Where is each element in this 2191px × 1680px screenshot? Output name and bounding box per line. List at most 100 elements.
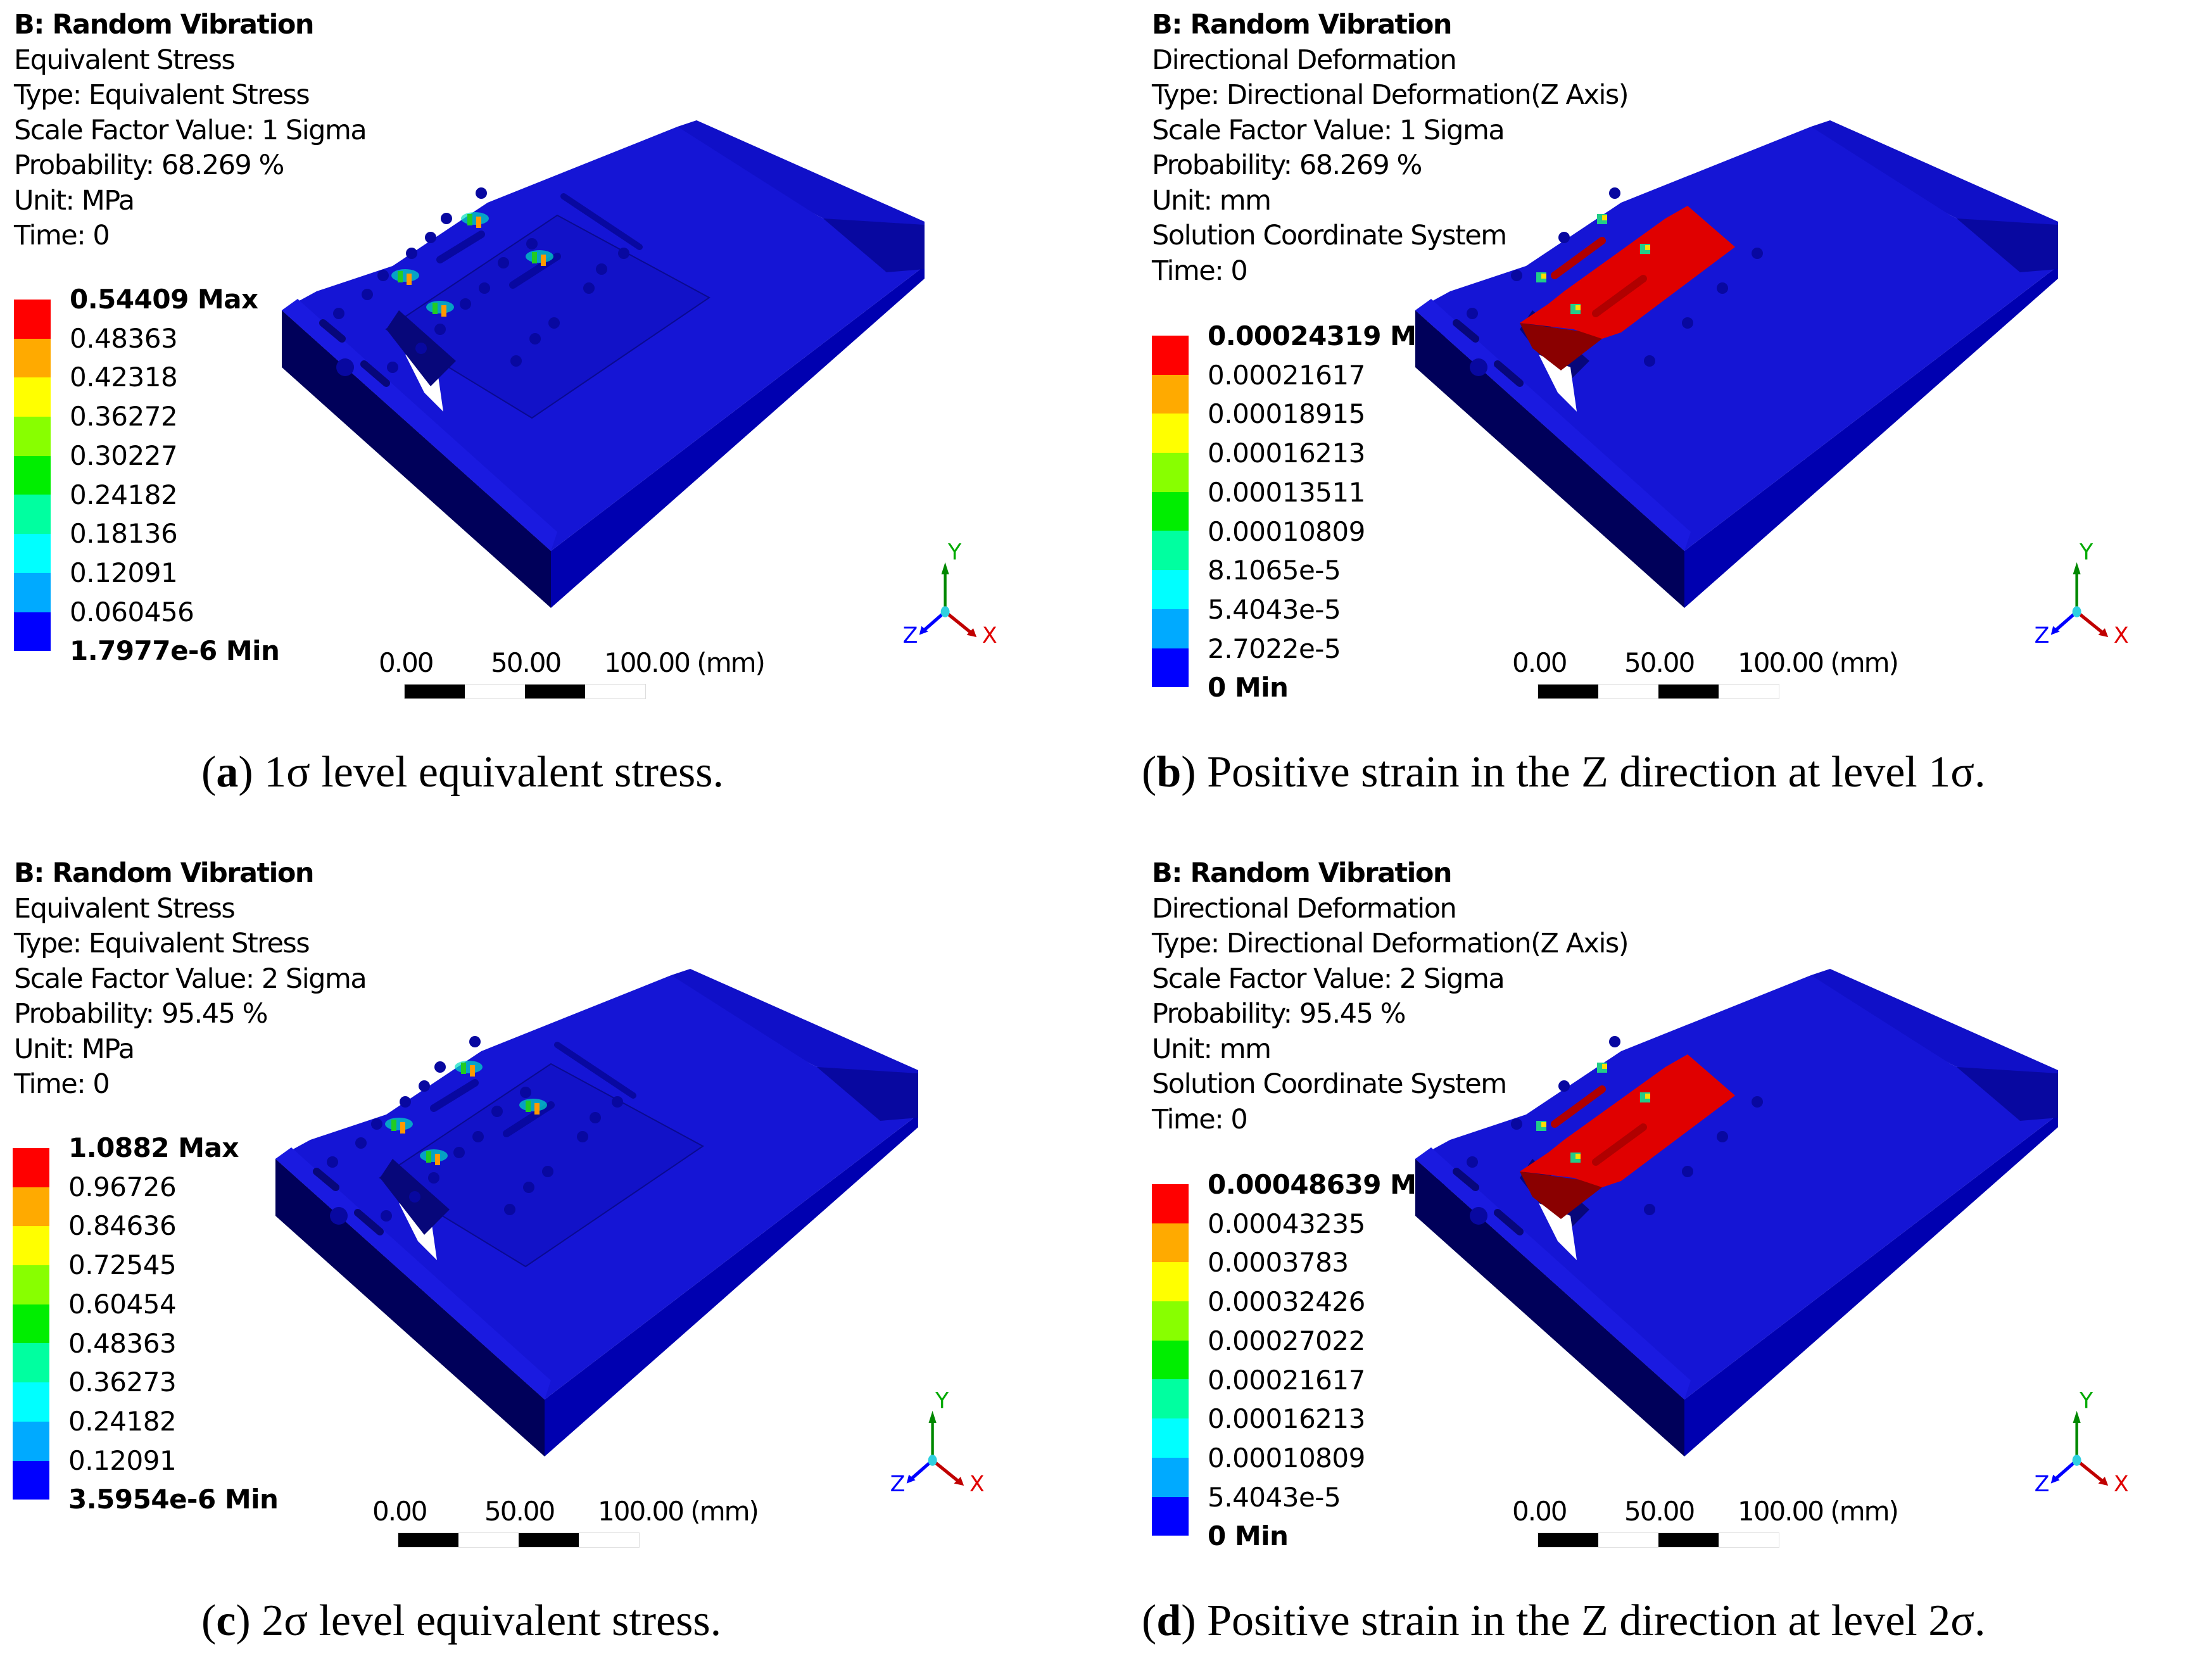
legend-value: 0.12091 (70, 557, 178, 588)
result-name: Directional Deformation (1152, 44, 1457, 76)
unit: Unit: mm (1152, 1033, 1272, 1065)
legend-value: 0.24182 (70, 479, 178, 510)
axis-y-label: Y (935, 1388, 949, 1413)
scale-tick-100: 100.00 (mm) (1738, 647, 1899, 678)
axis-triad: Y X Z (2035, 1388, 2129, 1497)
legend-value: 0.60454 (68, 1288, 177, 1320)
legend-value: 0.72545 (68, 1249, 177, 1281)
axis-z-label: Z (2035, 1472, 2050, 1497)
legend-max: 0.00024319 Max (1208, 320, 1451, 351)
legend-value: 8.1065e-5 (1208, 555, 1341, 586)
legend-color-bar (1152, 336, 1189, 688)
result-info-block: B: Random Vibration Equivalent Stress Ty… (14, 8, 367, 254)
analysis-title: B: Random Vibration (1152, 9, 1453, 41)
legend-min: 0 Min (1208, 672, 1289, 704)
subfigure-caption: (b) Positive strain in the Z direction a… (1142, 748, 1986, 797)
panel-d: B: Random Vibration Directional Deformat… (1138, 849, 2191, 1680)
analysis-title: B: Random Vibration (14, 857, 315, 889)
scale-tick-50: 50.00 (491, 647, 562, 678)
caption-text: Positive strain in the Z direction at le… (1196, 1596, 1986, 1645)
fea-model-deformation (1415, 120, 2058, 608)
panel-a: B: Random Vibration Equivalent Stress Ty… (0, 0, 1096, 831)
legend-max: 0.00048639 Max (1208, 1169, 1451, 1200)
axis-triad: Y X Z (890, 1388, 985, 1497)
axis-x-label: X (2114, 1472, 2129, 1497)
unit: Unit: mm (1152, 184, 1272, 217)
scale-tick-50: 50.00 (484, 1496, 555, 1527)
legend-labels: 0.54409 Max 0.48363 0.42318 0.36272 0.30… (70, 280, 280, 671)
legend-value: 0.060456 (70, 596, 194, 628)
subfigure-caption: (d) Positive strain in the Z direction a… (1142, 1596, 1986, 1645)
axis-x-label: X (969, 1472, 985, 1497)
scale-tick-0: 0.00 (1512, 647, 1568, 678)
deformed-plate (1520, 1054, 1735, 1219)
legend-value: 0.00021617 (1208, 359, 1365, 391)
scale-tick-100: 100.00 (mm) (604, 647, 766, 678)
legend-color-bar (14, 300, 51, 652)
legend-value: 0.36273 (68, 1367, 177, 1398)
analysis-title: B: Random Vibration (1152, 857, 1453, 889)
scale-tick-50: 50.00 (1624, 647, 1695, 678)
probability: Probability: 95.45 % (1152, 998, 1406, 1030)
legend-value: 0.42318 (70, 362, 178, 393)
time: Time: 0 (14, 1068, 110, 1100)
probability: Probability: 95.45 % (14, 998, 268, 1030)
result-name: Directional Deformation (1152, 892, 1457, 925)
analysis-title: B: Random Vibration (14, 9, 315, 41)
axis-z-label: Z (2035, 623, 2050, 648)
legend-min: 3.5954e-6 Min (68, 1484, 279, 1515)
scale-tick-0: 0.00 (372, 1496, 428, 1527)
legend-value: 0.00032426 (1208, 1286, 1365, 1318)
axis-x-label: X (982, 623, 997, 648)
result-info-block: B: Random Vibration Directional Deformat… (1152, 8, 1629, 289)
coordinate-system: Solution Coordinate System (1152, 1068, 1507, 1100)
panel-b: B: Random Vibration Directional Deformat… (1138, 0, 2191, 831)
panel-c: B: Random Vibration Equivalent Stress Ty… (0, 849, 1096, 1680)
subfigure-letter: b (1156, 748, 1182, 797)
caption-text: 1σ level equivalent stress. (253, 748, 724, 797)
legend-value: 5.4043e-5 (1208, 1481, 1341, 1513)
legend-value: 0.18136 (70, 518, 178, 550)
legend-value: 0.48363 (68, 1327, 177, 1359)
time: Time: 0 (14, 220, 110, 251)
legend-labels: 0.00024319 Max 0.00021617 0.00018915 0.0… (1208, 317, 1451, 707)
scale-tick-0: 0.00 (1512, 1496, 1568, 1527)
legend-color-bar (1152, 1184, 1189, 1536)
legend-value: 0.00021617 (1208, 1364, 1365, 1396)
result-type: Type: Directional Deformation(Z Axis) (1152, 928, 1629, 959)
legend-value: 0.00016213 (1208, 438, 1365, 469)
legend-value: 0.00010809 (1208, 515, 1365, 547)
legend-value: 0.48363 (70, 322, 178, 354)
scale-factor: Scale Factor Value: 1 Sigma (14, 114, 367, 146)
legend-max: 0.54409 Max (70, 284, 258, 315)
scale-tick-100: 100.00 (mm) (1738, 1496, 1899, 1527)
legend-value: 5.4043e-5 (1208, 593, 1341, 625)
scale-factor: Scale Factor Value: 2 Sigma (14, 963, 367, 995)
legend-value: 0.30227 (70, 439, 178, 471)
legend-max: 1.0882 Max (68, 1132, 239, 1163)
legend-color-bar (13, 1148, 49, 1500)
subfigure-letter: a (216, 748, 239, 797)
subfigure-caption: (c) 2σ level equivalent stress. (201, 1596, 722, 1645)
legend-value: 0.00013511 (1208, 476, 1365, 508)
legend-value: 0.36272 (70, 401, 178, 433)
legend-value: 0.00018915 (1208, 398, 1365, 430)
stress-hotspot (385, 1061, 547, 1165)
legend-value: 0.24182 (68, 1405, 177, 1437)
fea-model-stress (275, 969, 918, 1456)
legend-min: 0 Min (1208, 1520, 1289, 1552)
subfigure-letter: c (216, 1596, 236, 1645)
legend-value: 0.12091 (68, 1444, 177, 1476)
unit: Unit: MPa (14, 1033, 135, 1065)
axis-x-label: X (2114, 623, 2129, 648)
subfigure-letter: d (1156, 1596, 1182, 1645)
time: Time: 0 (1152, 255, 1248, 287)
axis-y-label: Y (2079, 1388, 2093, 1413)
subfigure-caption: (a) 1σ level equivalent stress. (201, 748, 724, 797)
result-info-block: B: Random Vibration Equivalent Stress Ty… (14, 856, 367, 1102)
legend-value: 0.96726 (68, 1171, 177, 1203)
scale-tick-100: 100.00 (mm) (598, 1496, 759, 1527)
axis-z-label: Z (890, 1472, 906, 1497)
axis-triad: Y X Z (2035, 540, 2129, 648)
legend-value: 0.84636 (68, 1210, 177, 1242)
